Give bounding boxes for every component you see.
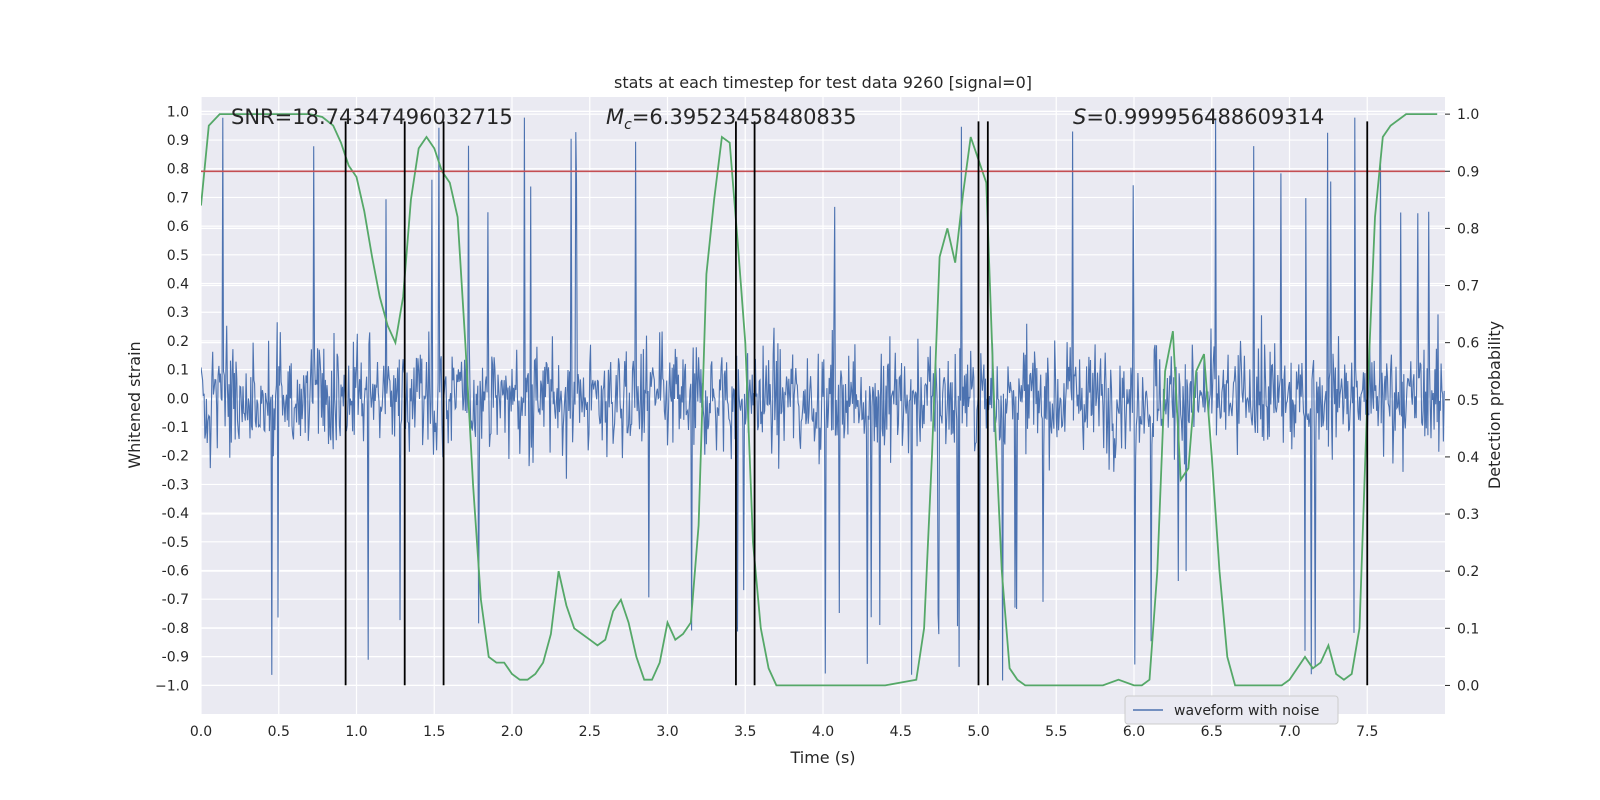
y-tick-label: -0.6 <box>162 564 189 580</box>
y-tick-label: 0.8 <box>167 162 189 178</box>
x-tick-label: 0.0 <box>190 724 212 740</box>
chirp-mass-symbol: M <box>606 105 624 129</box>
y-tick-label: 0.2 <box>167 334 189 350</box>
x-tick-label: 6.0 <box>1123 724 1145 740</box>
snr-annotation: SNR=18.74347496032715 <box>231 105 513 129</box>
y-tick-label: -0.7 <box>162 592 189 608</box>
y-tick-label: -0.5 <box>162 535 189 551</box>
x-tick-label: 2.0 <box>501 724 523 740</box>
y-tick-label: 0.1 <box>167 363 189 379</box>
y-tick-label: -0.3 <box>162 477 189 493</box>
detection-probability-series <box>201 113 1445 687</box>
y-tick-label: 0.0 <box>167 391 189 407</box>
y-tick-label: 1.0 <box>167 104 189 120</box>
x-axis-ticks: 0.0 0.5 1.0 1.5 2.0 2.5 3.0 3.5 4.0 4.5 5.0 5.5 6.0 6… <box>190 724 1379 740</box>
probability-line <box>201 113 1438 687</box>
y-tick-label: 0.3 <box>167 305 189 321</box>
y-tick-label: −1.0 <box>155 678 189 694</box>
legend-label-waveform: waveform with noise <box>1174 703 1319 719</box>
x-tick-label: 3.5 <box>734 724 756 740</box>
score-value: =0.999956488609314 <box>1086 105 1324 129</box>
y-tick-label: 0.9 <box>167 133 189 149</box>
event-markers <box>344 121 1369 686</box>
y2-tick-label: 0.2 <box>1457 564 1479 580</box>
x-tick-label: 2.5 <box>579 724 601 740</box>
chirp-mass-subscript: c <box>624 117 632 133</box>
y2-tick-label: 0.9 <box>1457 164 1479 180</box>
y2-tick-label: 0.5 <box>1457 393 1479 409</box>
x-tick-label: 4.5 <box>890 724 912 740</box>
y2-tick-label: 0.8 <box>1457 221 1479 237</box>
x-tick-label: 1.0 <box>345 724 367 740</box>
y2-tick-label: 0.7 <box>1457 279 1479 295</box>
x-tick-label: 6.5 <box>1201 724 1223 740</box>
y2-tick-label: 0.3 <box>1457 507 1479 523</box>
x-tick-label: 3.0 <box>656 724 678 740</box>
x-tick-label: 5.0 <box>967 724 989 740</box>
y-tick-label: -0.9 <box>162 650 189 666</box>
y2-tick-label: 0.6 <box>1457 336 1479 352</box>
y2-tick-label: 0.0 <box>1457 678 1479 694</box>
y-tick-label: -0.8 <box>162 621 189 637</box>
y-axis-label: Whitened strain <box>125 341 144 468</box>
score-symbol: S <box>1073 105 1086 129</box>
x-tick-label: 4.0 <box>812 724 834 740</box>
x-tick-label: 7.0 <box>1278 724 1300 740</box>
chirp-mass-annotation: Mc=6.39523458480835 <box>606 105 857 133</box>
y2-tick-label: 0.1 <box>1457 621 1479 637</box>
legend-box <box>1124 695 1339 725</box>
y-tick-label: 0.4 <box>167 277 189 293</box>
x-tick-label: 1.5 <box>423 724 445 740</box>
y-tick-label: -0.1 <box>162 420 189 436</box>
y2-tick-label: 1.0 <box>1457 107 1479 123</box>
y-tick-label: 0.6 <box>167 219 189 235</box>
x-tick-label: 5.5 <box>1045 724 1067 740</box>
y2-tick-label: 0.4 <box>1457 450 1479 466</box>
waveform-line <box>201 117 1445 681</box>
y2-axis-ticks: 1.0 0.9 0.8 0.7 0.6 0.5 0.4 0.3 0.2 0.1 0.0 <box>1445 107 1479 694</box>
chirp-mass-value: =6.39523458480835 <box>632 105 857 129</box>
x-tick-label: 0.5 <box>268 724 290 740</box>
x-axis-label: Time (s) <box>789 748 855 767</box>
y2-axis-label: Detection probability <box>1485 321 1504 489</box>
y-tick-label: 0.5 <box>167 248 189 264</box>
legend: waveform with noise <box>1124 695 1339 725</box>
y-tick-label: -0.2 <box>162 449 189 465</box>
chart-title: stats at each timestep for test data 926… <box>614 73 1032 92</box>
y-tick-label: -0.4 <box>162 506 189 522</box>
y-tick-label: 0.7 <box>167 190 189 206</box>
score-annotation: S=0.999956488609314 <box>1073 105 1324 129</box>
waveform-with-noise-series <box>201 117 1445 681</box>
x-tick-label: 7.5 <box>1356 724 1378 740</box>
y-axis-ticks: 1.0 0.9 0.8 0.7 0.6 0.5 0.4 0.3 0.2 0.1 0.0 -0.1 -0.… <box>155 104 189 694</box>
